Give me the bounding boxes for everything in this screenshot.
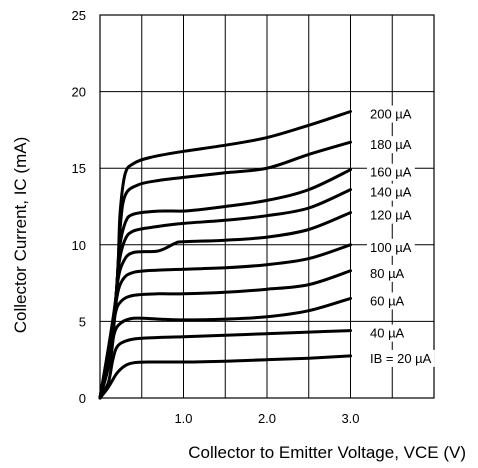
series-label: 180 µA	[370, 137, 412, 152]
series-curve-0	[98, 354, 352, 400]
series-label-backdrop	[367, 206, 415, 224]
x-axis-title: Collector to Emitter Voltage, VCE (V)	[188, 443, 466, 462]
x-tick-label: 2.0	[258, 411, 276, 426]
series-curves	[98, 110, 352, 400]
series-label-group: 60 µA	[367, 292, 408, 310]
y-axis-title: Collector Current, IC (mA)	[11, 137, 30, 333]
x-tick-labels: 1.0 2.0 3.0	[174, 411, 359, 426]
series-label-group: 180 µA	[367, 136, 415, 154]
x-tick-label: 1.0	[174, 411, 192, 426]
series-label: 140 µA	[370, 185, 412, 200]
series-label: 80 µA	[370, 266, 405, 281]
series-label-backdrop	[367, 163, 415, 181]
y-tick-label: 15	[72, 161, 86, 176]
series-label: 40 µA	[370, 326, 405, 341]
series-label: 120 µA	[370, 208, 412, 223]
series-label: 200 µA	[370, 107, 412, 122]
series-label-group: 40 µA	[367, 324, 408, 342]
series-label: IB = 20 µA	[370, 351, 432, 366]
series-label-group: 200 µA	[367, 105, 415, 123]
series-label-backdrop	[367, 238, 415, 256]
series-label: 100 µA	[370, 240, 412, 255]
series-labels: IB = 20 µA 40 µA 60 µA 80 µA 100 µA 120 µA 140…	[367, 105, 435, 367]
x-tick-label: 3.0	[341, 411, 359, 426]
series-curve-1	[98, 329, 352, 400]
series-label-group: 120 µA	[367, 206, 415, 224]
y-tick-labels: 0 5 10 15 20 25	[72, 8, 86, 406]
series-label-backdrop	[367, 264, 408, 282]
series-label: 60 µA	[370, 293, 405, 308]
series-label-group: 100 µA	[367, 238, 415, 256]
y-tick-label: 5	[79, 314, 86, 329]
series-label-backdrop	[367, 349, 435, 367]
y-tick-label: 20	[72, 85, 86, 100]
plot-frame	[99, 14, 435, 399]
series-label: 160 µA	[370, 165, 412, 180]
series-label-group: IB = 20 µA	[367, 349, 435, 367]
y-tick-label: 25	[72, 8, 86, 23]
series-label-backdrop	[367, 183, 415, 201]
y-tick-label: 10	[72, 238, 86, 253]
series-label-backdrop	[367, 105, 415, 123]
series-label-group: 140 µA	[367, 183, 415, 201]
y-tick-label: 0	[79, 391, 86, 406]
series-label-backdrop	[367, 136, 415, 154]
series-label-group: 80 µA	[367, 264, 408, 282]
series-label-backdrop	[367, 324, 408, 342]
series-label-backdrop	[367, 292, 408, 310]
series-label-group: 160 µA	[367, 163, 415, 181]
series-curve-9	[98, 110, 352, 400]
